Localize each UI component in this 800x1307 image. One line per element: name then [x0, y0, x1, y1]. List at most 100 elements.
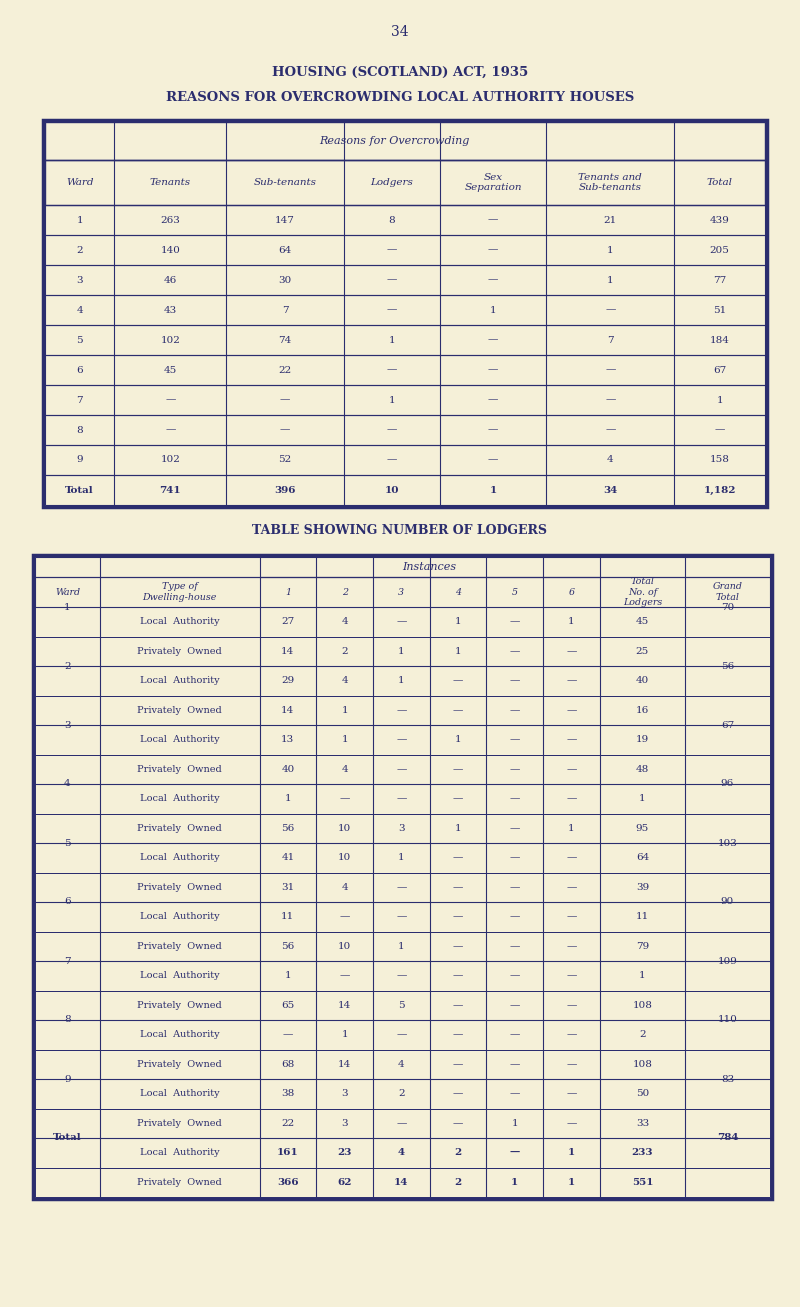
Text: 30: 30: [278, 276, 292, 285]
Text: 46: 46: [164, 276, 177, 285]
Text: —: —: [339, 912, 350, 921]
Text: —: —: [453, 912, 463, 921]
Text: —: —: [566, 647, 577, 656]
Text: 38: 38: [282, 1089, 294, 1098]
Text: 74: 74: [278, 336, 292, 345]
Text: 4: 4: [342, 765, 348, 774]
Text: 48: 48: [636, 765, 649, 774]
Text: —: —: [566, 912, 577, 921]
Bar: [35, 961, 770, 991]
Text: —: —: [566, 1001, 577, 1010]
Text: 67: 67: [721, 720, 734, 729]
Text: 65: 65: [282, 1001, 294, 1010]
Text: 64: 64: [278, 246, 292, 255]
Text: 1: 1: [342, 1030, 348, 1039]
Text: —: —: [453, 1001, 463, 1010]
Bar: [45, 325, 765, 356]
Text: 40: 40: [282, 765, 294, 774]
Text: —: —: [396, 882, 406, 891]
Text: 1: 1: [454, 823, 462, 833]
Text: 3: 3: [342, 1119, 348, 1128]
Text: 90: 90: [721, 898, 734, 907]
Bar: [45, 159, 765, 205]
Text: 96: 96: [721, 779, 734, 788]
Text: Local  Authority: Local Authority: [140, 1149, 219, 1157]
Text: —: —: [396, 971, 406, 980]
Text: —: —: [453, 882, 463, 891]
Text: 1: 1: [490, 306, 496, 315]
Text: 784: 784: [717, 1133, 738, 1142]
Text: Tenants and
Sub-tenants: Tenants and Sub-tenants: [578, 173, 642, 192]
Text: HOUSING (SCOTLAND) ACT, 1935: HOUSING (SCOTLAND) ACT, 1935: [272, 65, 528, 78]
Text: 25: 25: [636, 647, 649, 656]
Text: —: —: [510, 676, 520, 685]
Text: Local  Authority: Local Authority: [140, 1089, 219, 1098]
Text: —: —: [453, 795, 463, 804]
Text: 23: 23: [338, 1149, 352, 1157]
Text: —: —: [510, 647, 520, 656]
Text: 1: 1: [607, 276, 614, 285]
Text: —: —: [453, 676, 463, 685]
Bar: [35, 725, 770, 754]
Text: 2: 2: [639, 1030, 646, 1039]
Text: 184: 184: [710, 336, 730, 345]
Text: 2: 2: [398, 1089, 405, 1098]
Text: —: —: [510, 706, 520, 715]
Text: 1: 1: [511, 1119, 518, 1128]
Text: 1: 1: [511, 1178, 518, 1187]
Text: —: —: [386, 246, 397, 255]
Bar: [35, 784, 770, 813]
Text: —: —: [510, 736, 520, 744]
Text: 8: 8: [388, 216, 395, 225]
Text: —: —: [714, 426, 725, 434]
Text: 7: 7: [607, 336, 614, 345]
Text: 110: 110: [718, 1016, 738, 1025]
Text: 43: 43: [164, 306, 177, 315]
Text: 263: 263: [160, 216, 180, 225]
Text: 1: 1: [76, 216, 83, 225]
Text: 1: 1: [342, 736, 348, 744]
Bar: [45, 295, 765, 325]
Text: Total: Total: [66, 485, 94, 494]
Bar: [45, 386, 765, 416]
Text: 205: 205: [710, 246, 730, 255]
Text: Instances: Instances: [402, 562, 457, 572]
Text: 1: 1: [639, 971, 646, 980]
Text: REASONS FOR OVERCROWDING LOCAL AUTHORITY HOUSES: REASONS FOR OVERCROWDING LOCAL AUTHORITY…: [166, 90, 634, 103]
Text: 5: 5: [64, 839, 71, 847]
Bar: [35, 1138, 770, 1167]
Text: —: —: [566, 706, 577, 715]
Text: Ward: Ward: [66, 178, 94, 187]
Text: Total
No. of
Lodgers: Total No. of Lodgers: [622, 578, 662, 606]
Text: Ward: Ward: [55, 588, 80, 596]
Text: 2: 2: [454, 1178, 462, 1187]
Text: —: —: [396, 706, 406, 715]
Text: 2: 2: [342, 647, 348, 656]
Bar: [35, 1019, 770, 1050]
Text: —: —: [605, 306, 615, 315]
Text: —: —: [396, 765, 406, 774]
Text: Privately  Owned: Privately Owned: [138, 1001, 222, 1010]
Bar: [35, 843, 770, 873]
Text: 62: 62: [338, 1178, 352, 1187]
Text: —: —: [386, 426, 397, 434]
Text: —: —: [282, 1030, 293, 1039]
Text: —: —: [510, 853, 520, 863]
Text: 34: 34: [391, 25, 409, 39]
Text: 41: 41: [282, 853, 294, 863]
Text: 27: 27: [282, 617, 294, 626]
Text: 7: 7: [282, 306, 288, 315]
Text: Type of
Dwelling-house: Type of Dwelling-house: [142, 583, 217, 601]
Bar: [35, 873, 770, 902]
Text: 1: 1: [716, 396, 723, 404]
Text: 1: 1: [568, 1178, 575, 1187]
Text: 64: 64: [636, 853, 649, 863]
Bar: [35, 1080, 770, 1108]
Text: 70: 70: [721, 603, 734, 612]
Text: —: —: [510, 1030, 520, 1039]
Text: 1: 1: [398, 853, 405, 863]
Text: 10: 10: [385, 485, 399, 494]
Bar: [35, 667, 770, 695]
Text: Grand
Total: Grand Total: [713, 583, 742, 601]
Text: —: —: [396, 1119, 406, 1128]
